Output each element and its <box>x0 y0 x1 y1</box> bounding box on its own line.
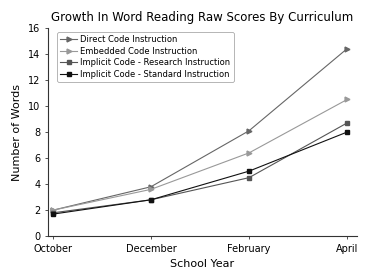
Line: Implicit Code - Standard Instruction: Implicit Code - Standard Instruction <box>51 130 349 216</box>
Direct Code Instruction <box>149 185 153 188</box>
Title: Growth In Word Reading Raw Scores By Curriculum: Growth In Word Reading Raw Scores By Cur… <box>51 11 354 24</box>
Implicit Code - Research Instruction <box>50 211 55 215</box>
Direct Code Instruction <box>247 129 251 132</box>
X-axis label: School Year: School Year <box>170 259 234 269</box>
Direct Code Instruction <box>345 47 349 50</box>
Implicit Code - Research Instruction <box>149 198 153 202</box>
Embedded Code Instruction <box>345 98 349 101</box>
Direct Code Instruction <box>50 208 55 212</box>
Line: Implicit Code - Research Instruction: Implicit Code - Research Instruction <box>51 121 349 215</box>
Implicit Code - Standard Instruction <box>50 212 55 216</box>
Embedded Code Instruction <box>50 208 55 212</box>
Line: Embedded Code Instruction: Embedded Code Instruction <box>50 97 350 213</box>
Line: Direct Code Instruction: Direct Code Instruction <box>50 46 350 213</box>
Y-axis label: Number of Words: Number of Words <box>12 84 22 180</box>
Legend: Direct Code Instruction, Embedded Code Instruction, Implicit Code - Research Ins: Direct Code Instruction, Embedded Code I… <box>57 32 234 82</box>
Implicit Code - Standard Instruction <box>345 130 349 134</box>
Implicit Code - Standard Instruction <box>149 198 153 202</box>
Implicit Code - Research Instruction <box>345 121 349 125</box>
Implicit Code - Standard Instruction <box>247 170 251 173</box>
Implicit Code - Research Instruction <box>247 176 251 179</box>
Embedded Code Instruction <box>247 151 251 155</box>
Embedded Code Instruction <box>149 188 153 191</box>
